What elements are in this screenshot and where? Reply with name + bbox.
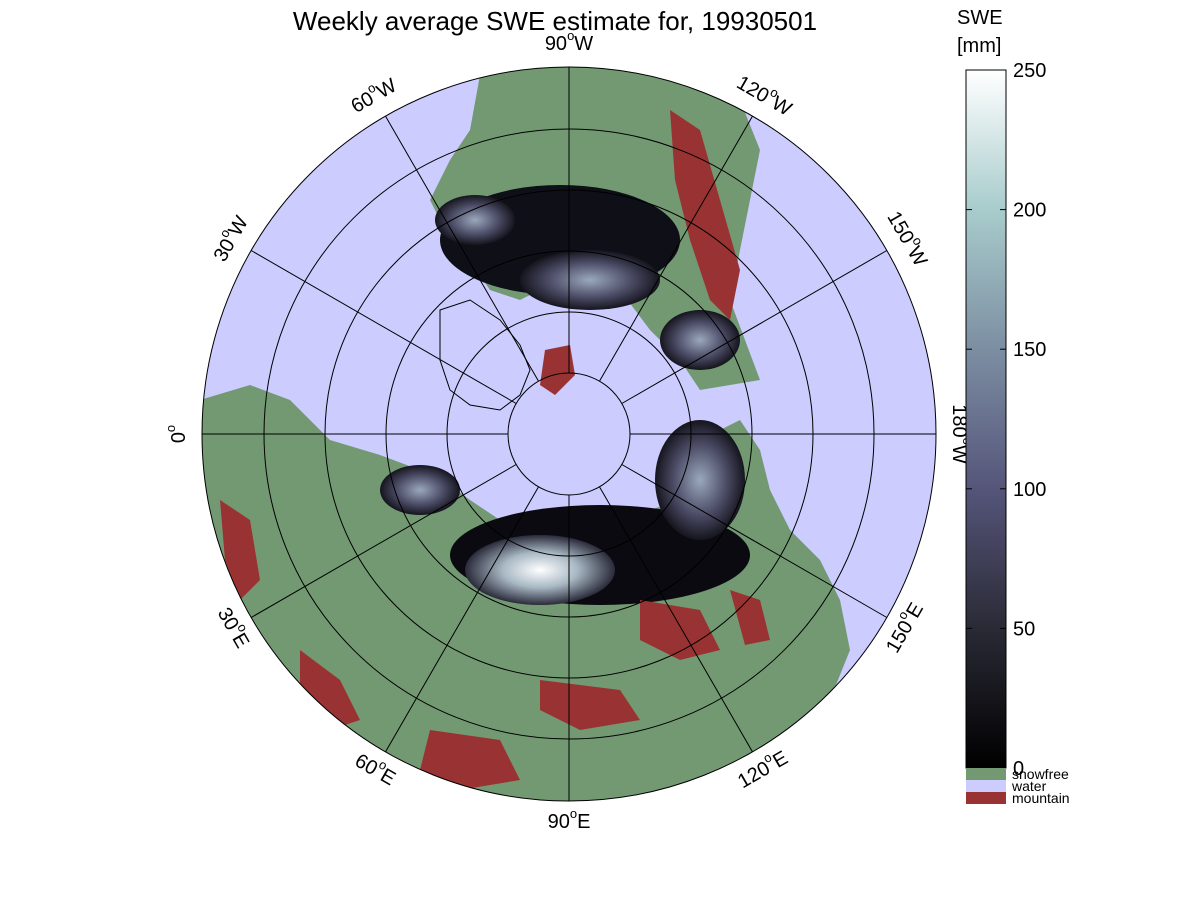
map-boundary — [201, 66, 937, 802]
snow-eurasia-east — [655, 420, 745, 540]
meridian-line — [621, 464, 888, 618]
meridian-line — [621, 250, 888, 404]
colorbar: SWE [mm] 0 50 100 150 200 250 snowfreewatermo… — [957, 7, 1070, 806]
meridian-line — [599, 486, 753, 753]
snow-canada-peak — [520, 250, 660, 310]
longitude-label: 90oE — [548, 806, 591, 833]
longitude-label: 90oW — [545, 28, 593, 55]
longitude-label: 0o — [163, 425, 190, 443]
snow-scandinavia — [380, 465, 460, 515]
colorbar-tick-label: 100 — [1013, 479, 1046, 501]
colorbar-title-line1: SWE — [957, 7, 1003, 29]
legend-swatch — [966, 768, 1006, 780]
meridian-line — [250, 464, 517, 618]
longitude-label: 30oW — [206, 210, 253, 265]
polar-map: 90oW120oW150oW180oW150oE120oE90oE60oE30o… — [163, 28, 974, 833]
legend-label: snowfree — [1012, 766, 1069, 782]
meridian-line — [385, 486, 539, 753]
greenland — [439, 299, 531, 411]
meridian-lines — [202, 67, 936, 801]
meridian-line — [599, 115, 753, 382]
meridian-line — [250, 250, 517, 404]
colorbar-tick-label: 150 — [1013, 339, 1046, 361]
mountain-patches — [220, 110, 770, 790]
legend-swatch — [966, 780, 1006, 792]
colorbar-title-line2: [mm] — [957, 35, 1001, 57]
map-title: Weekly average SWE estimate for, 1993050… — [293, 6, 817, 36]
legend-label: mountain — [1012, 790, 1070, 806]
colorbar-tick-label: 50 — [1013, 618, 1035, 640]
snow-eurasia-peak — [465, 535, 615, 605]
legend-swatch — [966, 792, 1006, 804]
colorbar-tick-label: 200 — [1013, 200, 1046, 222]
colorbar-ticks: 0 50 100 150 200 250 — [966, 60, 1046, 780]
meridian-line — [385, 115, 539, 382]
colorbar-tick-label: 250 — [1013, 60, 1046, 82]
longitude-label: 60oW — [345, 71, 400, 118]
snow-alaska — [660, 310, 740, 370]
snow-labrador — [435, 195, 515, 245]
colorbar-ramp — [965, 69, 1007, 769]
colorbar-tick-label: 0 — [1013, 758, 1024, 780]
legend-label: water — [1011, 778, 1047, 794]
